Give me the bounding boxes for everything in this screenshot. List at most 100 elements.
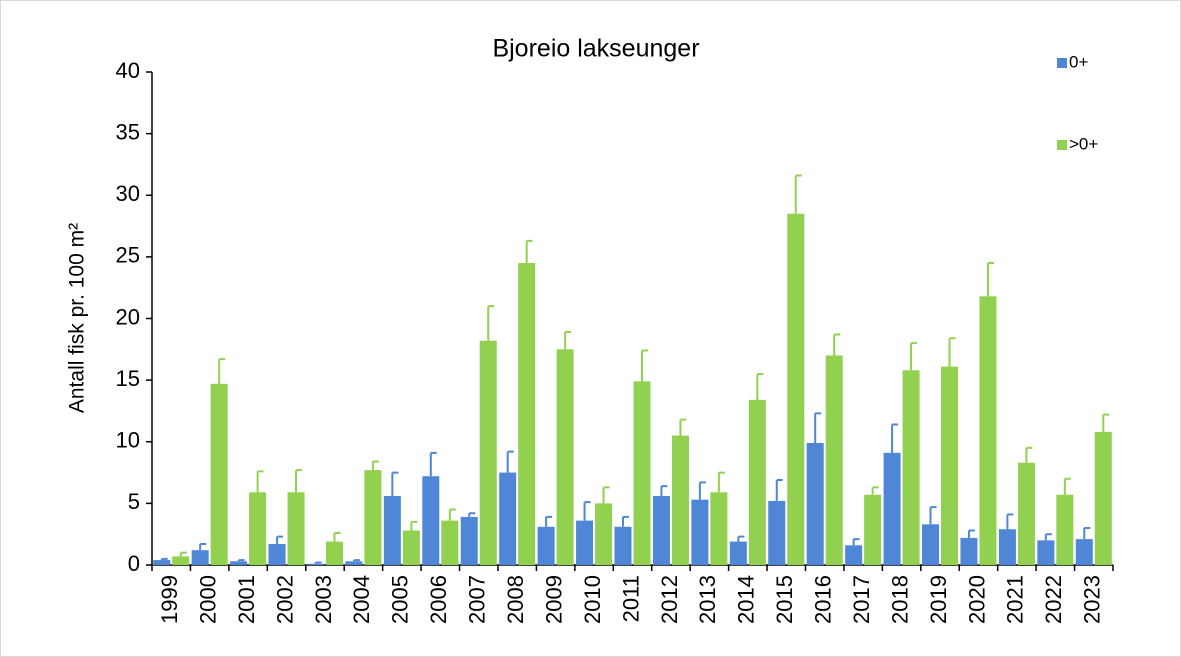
bar xyxy=(941,366,959,565)
error-bar xyxy=(986,262,994,297)
bar xyxy=(287,492,305,565)
error-bar xyxy=(1102,413,1110,432)
legend-swatch xyxy=(1057,140,1067,150)
y-tick-label: 0 xyxy=(128,551,140,576)
y-tick-label: 25 xyxy=(116,243,140,268)
error-bar xyxy=(256,470,264,493)
legend-label: 0+ xyxy=(1069,52,1088,71)
error-bar xyxy=(1063,477,1071,495)
x-tick-label: 2005 xyxy=(388,575,413,624)
bar xyxy=(845,545,863,565)
bar xyxy=(210,383,228,565)
bar xyxy=(556,349,574,565)
y-tick-label: 40 xyxy=(116,58,140,83)
bar xyxy=(748,399,766,565)
error-bar xyxy=(468,512,476,517)
error-bar xyxy=(237,559,245,562)
x-tick-label: 2001 xyxy=(234,575,259,624)
error-bar xyxy=(756,372,764,400)
x-tick-label: 2006 xyxy=(426,575,451,624)
bar xyxy=(191,550,209,565)
bar xyxy=(422,476,440,565)
chart-title: Bjoreio lakseunger xyxy=(492,35,699,63)
bar xyxy=(460,516,478,565)
error-bar xyxy=(698,481,706,500)
y-tick-label: 30 xyxy=(116,181,140,206)
error-bar xyxy=(910,342,918,371)
x-tick-label: 2010 xyxy=(580,575,605,624)
x-tick-label: 2019 xyxy=(926,575,951,624)
error-bar xyxy=(564,331,572,350)
legend-label: >0+ xyxy=(1069,134,1098,153)
error-bar xyxy=(814,412,822,443)
bar xyxy=(960,537,978,565)
error-bar xyxy=(429,451,437,477)
bar xyxy=(729,541,747,565)
error-bar xyxy=(218,358,226,384)
error-bar xyxy=(352,559,360,562)
bar xyxy=(249,492,267,565)
bar xyxy=(345,561,363,565)
x-tick-label: 2017 xyxy=(849,575,874,624)
x-tick-label: 2015 xyxy=(772,575,797,624)
bar xyxy=(710,492,728,565)
x-tick-label: 2022 xyxy=(1041,575,1066,624)
error-bar xyxy=(967,529,975,538)
bar xyxy=(922,524,940,565)
error-bar xyxy=(295,469,303,493)
bar xyxy=(825,355,843,565)
bar xyxy=(671,435,689,565)
x-tick-label: 2016 xyxy=(811,575,836,624)
error-bar xyxy=(506,450,514,473)
legend-swatch xyxy=(1057,58,1067,68)
bar xyxy=(230,561,248,565)
bar xyxy=(325,541,343,565)
x-tick-label: 2008 xyxy=(503,575,528,624)
error-bar xyxy=(679,418,687,436)
error-bar xyxy=(1044,533,1052,541)
error-bar xyxy=(622,515,629,527)
bar xyxy=(902,370,920,565)
error-bar xyxy=(929,506,937,525)
bar xyxy=(153,560,171,565)
x-tick-label: 2009 xyxy=(541,575,566,624)
error-bar xyxy=(199,543,207,551)
y-tick-label: 15 xyxy=(116,366,140,391)
error-bar xyxy=(1083,527,1091,540)
error-bar xyxy=(371,460,379,471)
error-bar xyxy=(660,485,668,496)
bar xyxy=(306,563,324,565)
error-bar xyxy=(487,305,495,341)
bar xyxy=(441,520,459,565)
bar xyxy=(518,263,536,565)
bar xyxy=(537,526,555,565)
error-bar xyxy=(314,561,322,564)
y-tick-label: 35 xyxy=(116,119,140,144)
x-tick-label: 2021 xyxy=(1003,575,1028,624)
error-bar xyxy=(410,520,418,531)
bar xyxy=(402,530,420,565)
error-bar xyxy=(717,471,725,493)
error-bar xyxy=(1025,446,1033,463)
y-tick-label: 5 xyxy=(128,489,140,514)
x-tick-label: 2011 xyxy=(618,575,643,622)
bar xyxy=(979,296,997,565)
x-tick-label: 2020 xyxy=(964,575,989,624)
bar xyxy=(172,556,190,565)
bar xyxy=(883,452,901,565)
bar xyxy=(614,526,632,565)
error-bar xyxy=(852,538,860,546)
bar xyxy=(787,213,805,566)
x-tick-label: 2013 xyxy=(695,575,720,624)
error-bar xyxy=(276,535,284,545)
error-bar xyxy=(891,423,899,453)
bar xyxy=(691,499,709,565)
x-tick-label: 2012 xyxy=(657,575,682,624)
error-bar xyxy=(794,174,802,214)
error-bar xyxy=(775,478,783,501)
error-bar xyxy=(948,337,956,367)
bar xyxy=(499,472,517,565)
x-tick-label: 2003 xyxy=(311,575,336,624)
x-tick-label: 2014 xyxy=(734,575,759,624)
